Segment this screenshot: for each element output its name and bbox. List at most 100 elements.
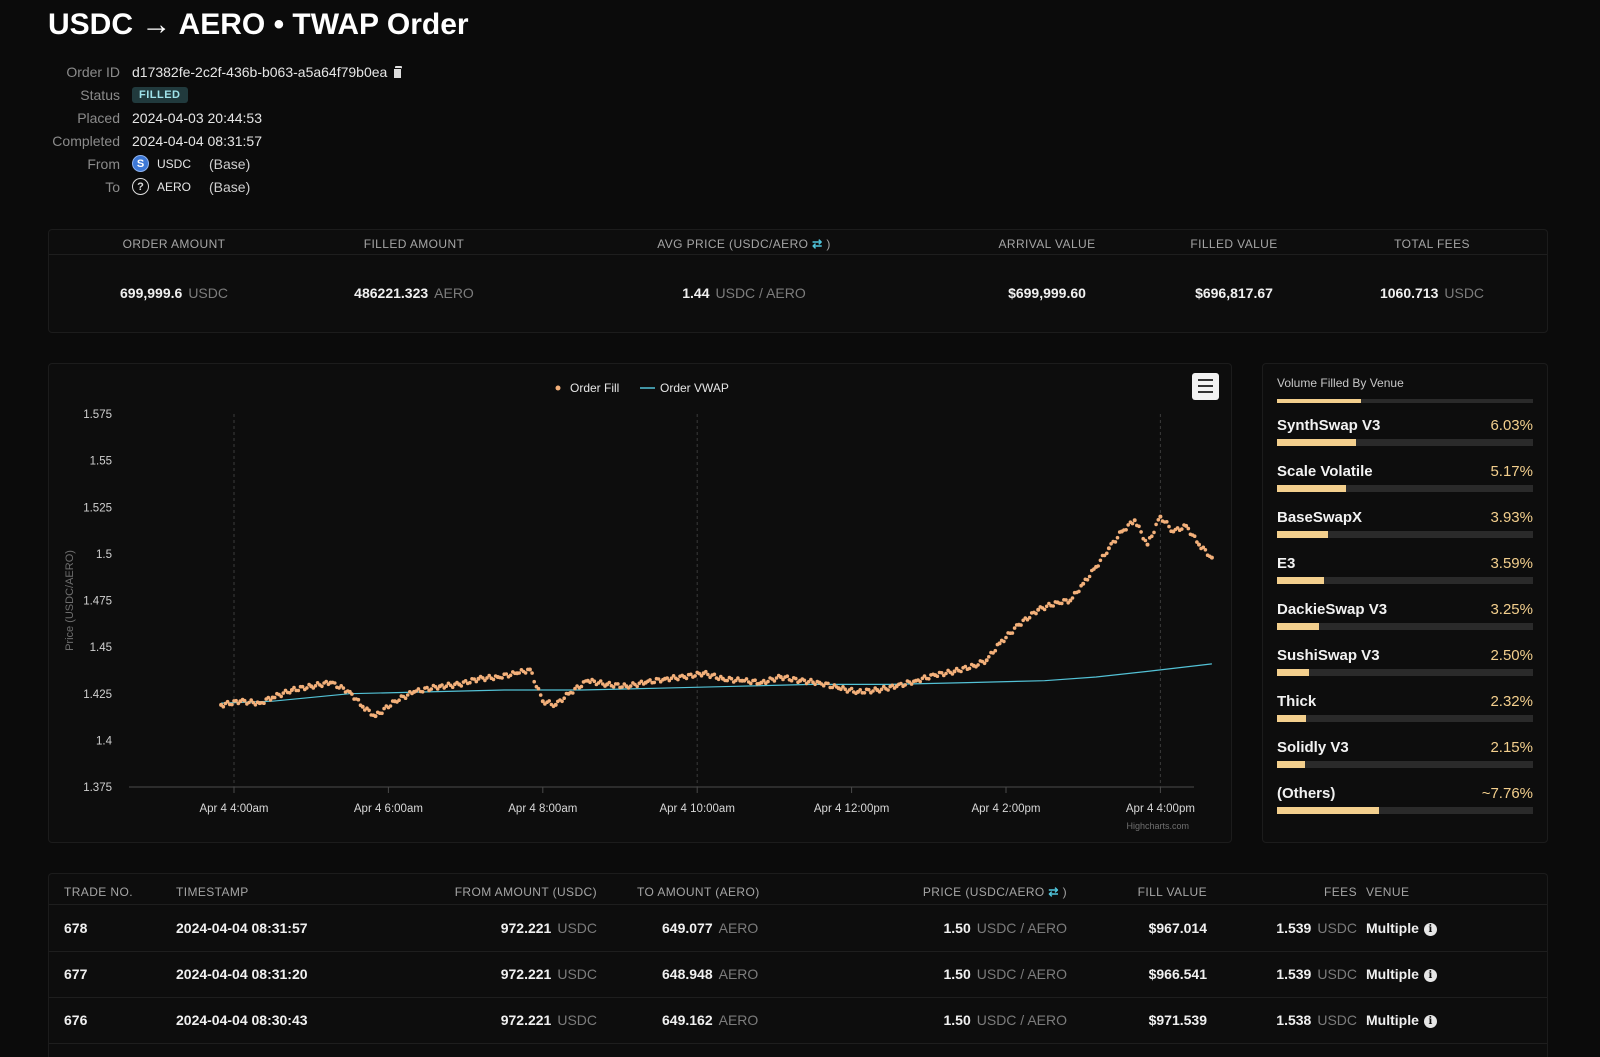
fill-point (826, 681, 830, 686)
order-id-value[interactable]: d17382fe-2c2f-436b-b063-a5a64f79b0ea (132, 63, 388, 80)
info-icon[interactable]: i (1423, 968, 1437, 982)
arrival-value-header: ARRIVAL VALUE (998, 237, 1096, 251)
order-amount-value: 699,999.6 USDC (120, 285, 228, 301)
fill-point (1126, 523, 1130, 527)
venue-bar (1277, 623, 1533, 630)
from-token: USDC (157, 156, 192, 171)
fill-point (540, 699, 545, 704)
fill-point (532, 679, 536, 684)
fill-point (1132, 518, 1137, 523)
swap-icon[interactable]: ⇄ (1048, 885, 1059, 899)
fill-point (1158, 514, 1163, 519)
status-row: Status FILLED (40, 83, 403, 106)
fill-point (1051, 604, 1055, 608)
fill-point (573, 686, 577, 691)
filled-amount-value: 486221.323 AERO (354, 285, 474, 301)
fill-point (300, 684, 305, 689)
fill-point (1012, 626, 1017, 630)
fill-point (922, 674, 927, 678)
fill-point (508, 673, 513, 678)
fill-point (517, 671, 521, 675)
fill-point (1027, 615, 1032, 620)
from-row: From S USDC (Base) (40, 152, 403, 175)
fill-point (841, 685, 845, 689)
fill-point (736, 676, 740, 680)
fill-point (1070, 596, 1075, 600)
fill-point (712, 672, 717, 677)
fill-point (242, 698, 247, 703)
fill-point (444, 684, 449, 688)
fill-point (523, 671, 528, 675)
fill-point (1085, 578, 1090, 582)
table-row[interactable]: 678 2024-04-04 08:31:57 972.221 USDC 649.077… (49, 905, 1547, 952)
fill-point (1113, 540, 1118, 544)
fill-point (982, 661, 987, 666)
fill-point (1004, 635, 1008, 640)
fill-point (1175, 526, 1180, 530)
fill-value: $967.014 (1148, 920, 1207, 936)
fill-point (1044, 604, 1049, 609)
fill-point (809, 677, 813, 682)
fill-point (234, 698, 238, 703)
trade-venue[interactable]: Multiple i (1366, 1012, 1437, 1028)
fill-point (1165, 520, 1169, 524)
trade-price: 1.50 USDC / AERO (943, 920, 1068, 936)
price-header[interactable]: PRICE (USDC/AERO ⇄ ) (922, 885, 1067, 899)
to-amount-header[interactable]: TO AMOUNT (AERO) (637, 885, 760, 899)
fill-point (684, 676, 689, 681)
fill-value-header[interactable]: FILL VALUE (1137, 885, 1207, 899)
legend-fill-marker (555, 385, 561, 391)
fill-point (772, 679, 777, 683)
trade-venue[interactable]: Multiple i (1366, 966, 1437, 982)
placed-value: 2024-04-03 20:44:53 (132, 109, 262, 126)
fill-point (1060, 601, 1064, 606)
table-row[interactable]: 676 2024-04-04 08:30:43 972.221 USDC 649.162… (49, 997, 1547, 1044)
fill-point (886, 688, 890, 692)
venue-row: Solidly V3 2.15% (1277, 739, 1533, 779)
fill-point (281, 691, 286, 695)
copy-icon[interactable] (393, 65, 403, 79)
fill-point (734, 678, 738, 683)
info-icon[interactable]: i (1423, 1014, 1437, 1028)
fill-point (420, 690, 425, 694)
fill-point (725, 678, 729, 683)
fill-point (890, 683, 895, 688)
timestamp-header[interactable]: TIMESTAMP (176, 885, 249, 899)
fill-point (1115, 535, 1120, 540)
status-badge: FILLED (132, 86, 188, 103)
venue-row: SynthSwap V3 6.03% (1277, 417, 1533, 457)
fill-point (611, 685, 616, 689)
from-amount: 972.221 USDC (500, 1012, 597, 1028)
fill-point (1150, 534, 1154, 538)
venue-header[interactable]: VENUE (1366, 885, 1410, 899)
fill-point (504, 672, 509, 676)
trade-no: 677 (64, 966, 88, 982)
fill-point (588, 680, 592, 685)
fill-point (292, 685, 296, 690)
fill-point (279, 694, 283, 699)
fill-point (296, 688, 301, 693)
fill-point (1137, 524, 1141, 529)
swap-icon[interactable]: ⇄ (812, 237, 823, 251)
fill-point (1152, 530, 1156, 535)
completed-label: Completed (52, 132, 120, 149)
fill-point (950, 672, 955, 676)
fill-point (716, 677, 721, 682)
fill-point (1130, 521, 1135, 526)
fill-point (839, 687, 843, 692)
fill-point (789, 678, 794, 683)
trade-no-header[interactable]: TRADE NO. (64, 885, 133, 899)
fill-point (909, 682, 914, 686)
fill-point (987, 655, 991, 659)
venue-name: BaseSwapX (1277, 509, 1363, 526)
info-icon[interactable]: i (1423, 922, 1437, 936)
from-amount-header[interactable]: FROM AMOUNT (USDC) (454, 885, 597, 899)
trade-venue[interactable]: Multiple i (1366, 920, 1437, 936)
table-row[interactable]: 677 2024-04-04 08:31:20 972.221 USDC 648.948… (49, 951, 1547, 998)
fill-point (802, 678, 807, 683)
fill-point (671, 674, 676, 678)
price-chart: 1.575 1.55 1.525 1.5 1.475 1.45 1.425 1.4 1.375 P… (48, 363, 1232, 843)
fill-point (373, 714, 378, 719)
fill-point (1184, 523, 1189, 528)
fees-header[interactable]: FEES (1324, 885, 1357, 899)
